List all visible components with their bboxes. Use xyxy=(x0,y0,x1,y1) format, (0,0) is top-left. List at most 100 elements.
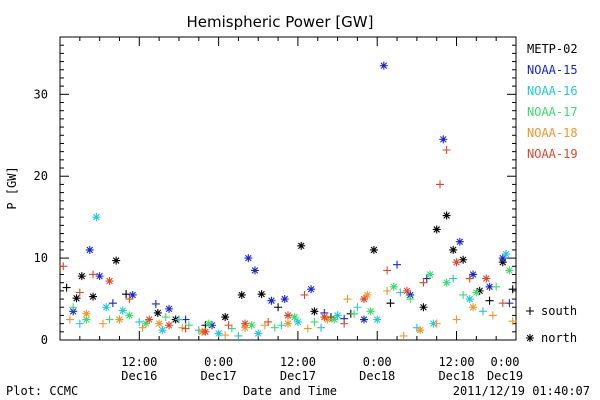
data-point-south xyxy=(303,324,312,333)
y-tick-label: 30 xyxy=(34,87,48,101)
footer-timestamp: 2011/12/19 01:40:07 xyxy=(453,384,590,398)
data-point-north xyxy=(442,278,451,287)
data-point-north xyxy=(82,309,91,318)
data-point-south xyxy=(69,303,78,312)
x-axis-label: Date and Time xyxy=(243,384,337,398)
data-point-south xyxy=(310,317,319,326)
data-point-north xyxy=(469,270,478,279)
data-point-north xyxy=(310,307,319,316)
data-point-south xyxy=(459,290,468,299)
data-point-north xyxy=(72,294,81,303)
data-point-south xyxy=(264,317,273,326)
data-point-south xyxy=(274,303,283,312)
data-point-north xyxy=(221,313,230,322)
data-point-south xyxy=(125,295,134,304)
data-point-south xyxy=(343,295,352,304)
data-point-north xyxy=(442,211,451,220)
data-point-south xyxy=(396,288,405,297)
data-point-south xyxy=(221,331,230,340)
data-point-north xyxy=(208,321,216,330)
data-point-north xyxy=(128,290,137,299)
data-point-north xyxy=(254,329,263,338)
x-tick-label: 0:00 xyxy=(204,355,233,369)
data-point-south xyxy=(498,299,507,308)
data-point-north xyxy=(85,245,94,254)
data-point-north xyxy=(118,306,127,315)
data-point-south xyxy=(224,321,233,330)
data-point-north xyxy=(153,308,162,317)
data-point-north xyxy=(112,256,121,265)
data-point-south xyxy=(449,274,458,283)
data-point-south xyxy=(419,278,428,287)
data-point-north xyxy=(115,315,124,324)
data-point-north xyxy=(307,285,316,294)
data-point-south xyxy=(508,317,517,326)
south-marker-icon xyxy=(526,307,534,315)
data-point-north xyxy=(439,135,448,144)
data-point-north xyxy=(360,315,368,324)
data-point-south xyxy=(135,317,144,326)
x-tick-label: 0:00 xyxy=(491,355,520,369)
data-point-south xyxy=(492,282,501,291)
data-point-north xyxy=(406,290,415,299)
data-point-north xyxy=(158,326,167,335)
data-point-north xyxy=(402,286,411,295)
data-point-north xyxy=(237,290,246,299)
x-tick-date: Dec18 xyxy=(438,369,474,383)
data-point-south xyxy=(478,307,487,316)
data-point-south xyxy=(178,323,187,332)
data-point-north xyxy=(465,295,474,304)
data-point-north xyxy=(280,295,289,304)
data-point-north xyxy=(426,270,435,279)
data-point-north xyxy=(502,250,511,259)
data-point-south xyxy=(422,274,431,283)
legend-entry: NOAA-19 xyxy=(527,147,578,161)
data-point-north xyxy=(284,311,292,320)
data-point-north xyxy=(472,288,481,297)
data-point-north xyxy=(469,303,478,312)
y-axis-ticks: 0 10 20 30 xyxy=(34,36,516,347)
data-point-north xyxy=(452,258,461,267)
data-point-north xyxy=(505,266,514,275)
legend-entry: NOAA-16 xyxy=(527,84,578,98)
data-point-north xyxy=(105,277,114,286)
data-point-south xyxy=(393,260,402,269)
data-point-north xyxy=(267,296,276,305)
data-point-north xyxy=(369,245,378,254)
data-point-north xyxy=(250,266,259,275)
data-point-north xyxy=(475,286,484,295)
data-point-north xyxy=(482,274,491,283)
x-tick-date: Dec19 xyxy=(487,369,523,383)
north-marker-icon xyxy=(526,334,534,342)
x-tick-label: 0:00 xyxy=(363,355,392,369)
data-point-south xyxy=(59,262,68,271)
data-point-north xyxy=(95,272,104,281)
data-point-north xyxy=(141,319,150,328)
data-point-north xyxy=(165,304,174,313)
data-point-north xyxy=(373,315,382,324)
y-tick-label: 20 xyxy=(34,169,48,183)
data-point-north xyxy=(244,254,253,263)
marker-legend-label: south xyxy=(541,304,577,318)
data-point-south xyxy=(181,324,190,333)
data-point-south xyxy=(399,331,408,340)
data-point-south xyxy=(89,270,98,279)
data-point-south xyxy=(353,303,362,312)
plot-frame xyxy=(59,36,517,341)
data-point-north xyxy=(89,292,98,301)
data-point-south xyxy=(406,295,415,304)
data-point-north xyxy=(330,315,339,324)
legend-entry: NOAA-17 xyxy=(527,105,578,119)
data-point-north xyxy=(459,255,468,264)
data-point-north xyxy=(82,315,91,324)
data-point-north xyxy=(257,290,266,299)
data-point-south xyxy=(227,324,236,333)
data-point-north xyxy=(498,258,507,267)
data-point-north xyxy=(389,282,398,291)
data-point-south xyxy=(508,285,517,294)
x-tick-date: Dec16 xyxy=(121,369,157,383)
data-point-north xyxy=(241,323,250,332)
legend-entry: NOAA-15 xyxy=(527,63,578,77)
x-tick-date: Dec18 xyxy=(359,369,395,383)
marker-legend: south north xyxy=(526,304,577,345)
